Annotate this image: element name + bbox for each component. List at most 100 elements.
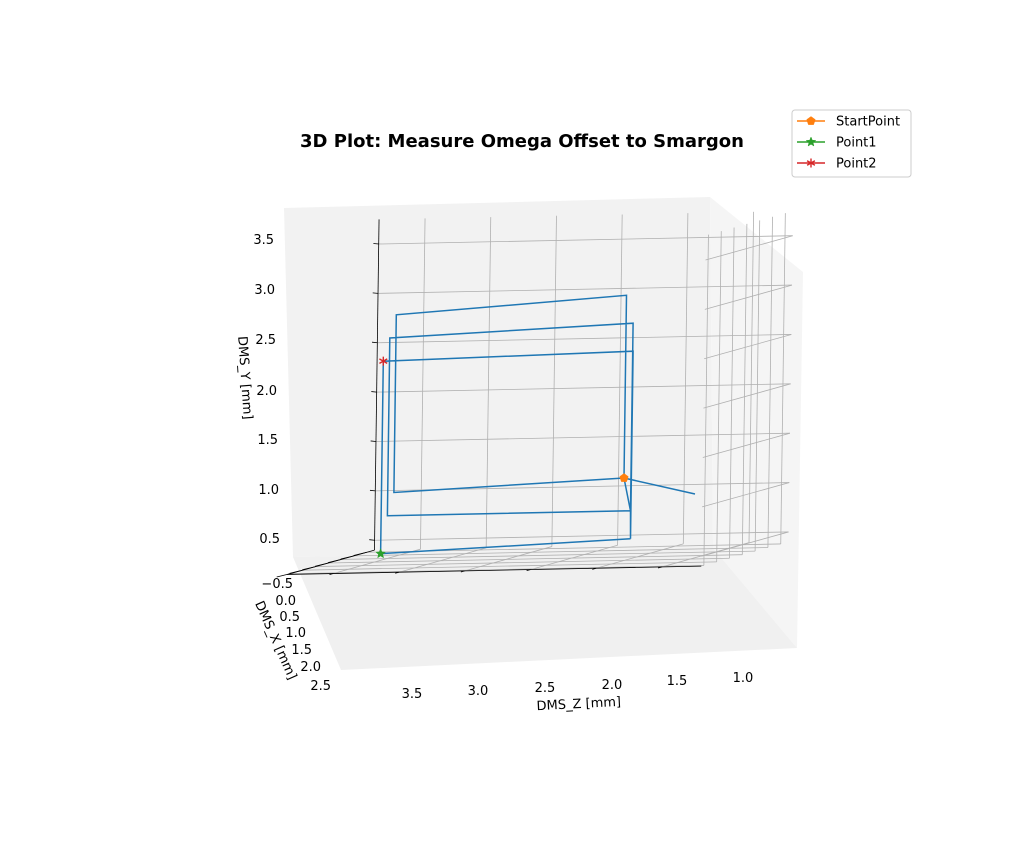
grid-line	[703, 234, 709, 566]
marker-startpoint	[619, 473, 629, 482]
z-tick-mark	[395, 571, 400, 574]
y-axis-label: DMS_Y [mm]	[234, 336, 255, 420]
grid-line	[420, 218, 426, 550]
y-tick-labels: 0.5 1.0 1.5 2.0 2.5 3.0 3.5	[253, 233, 280, 547]
legend-label: Point1	[836, 136, 877, 151]
grid-line	[375, 432, 790, 442]
legend-marker	[806, 158, 816, 168]
legend-label: StartPoint	[836, 115, 900, 130]
z-tick-label: 2.0	[602, 678, 623, 693]
grid-line	[705, 235, 793, 261]
grid-line	[315, 557, 730, 567]
z-tick-mark	[526, 569, 531, 572]
z-tick-label: 1.0	[733, 671, 754, 686]
y-tick-label: 1.5	[257, 433, 278, 448]
grid-line	[378, 235, 793, 245]
x-tick-mark	[315, 562, 329, 567]
x-tick-label: 1.0	[285, 626, 306, 641]
x-tick-mark	[276, 573, 290, 578]
grid-line	[767, 216, 773, 548]
back-pane	[284, 197, 713, 557]
series-line	[379, 294, 696, 555]
marker-point1	[375, 548, 387, 559]
marker-point2	[379, 356, 388, 366]
y-tick-mark	[369, 489, 376, 492]
grid-line	[741, 223, 748, 555]
grid-line	[374, 531, 789, 541]
grid-line	[754, 220, 761, 552]
grid-line	[702, 482, 790, 508]
grid-line	[704, 284, 793, 310]
z-tick-mark	[657, 566, 662, 569]
z-axis-line	[287, 565, 702, 575]
grid-line	[289, 565, 704, 575]
y-tick-mark	[371, 391, 377, 393]
legend: StartPoint Point1 Point2	[791, 109, 912, 178]
floor-pane	[293, 548, 797, 670]
x-tick-label: −0.5	[261, 577, 293, 592]
grid-line	[551, 215, 557, 547]
y-tick-label: 0.5	[259, 532, 280, 547]
plot-markers	[375, 356, 629, 559]
grid-line	[485, 217, 492, 548]
z-tick-label: 3.5	[402, 687, 423, 702]
x-tick-label: 2.0	[300, 660, 321, 675]
z-tick-label: 2.5	[535, 681, 556, 696]
z-tick-mark	[329, 573, 334, 575]
x-tick-label: 0.5	[279, 610, 300, 625]
grid-line	[377, 334, 792, 344]
plot-data	[379, 294, 696, 555]
y-axis-line	[374, 219, 380, 551]
z-axis-label: DMS_Z [mm]	[536, 695, 621, 714]
y-tick-mark	[369, 539, 375, 541]
legend-marker	[806, 116, 816, 125]
grid-line	[702, 432, 791, 458]
grid-line	[353, 547, 768, 557]
legend-entry: Point2	[797, 157, 877, 172]
z-tick-mark	[460, 570, 465, 573]
legend-entry: Point1	[797, 136, 877, 151]
x-tick-mark	[327, 559, 342, 564]
x-tick-mark	[340, 555, 355, 560]
legend-label: Point2	[836, 157, 877, 172]
z-tick-label: 1.5	[667, 674, 688, 689]
y-tick-mark	[372, 292, 379, 294]
y-tick-label: 3.0	[254, 283, 275, 298]
x-tick-mark	[353, 551, 367, 556]
x-tick-mark	[289, 569, 303, 574]
grid-line	[780, 213, 786, 544]
grid-line	[748, 211, 754, 543]
grid-line	[682, 213, 689, 544]
z-tick-mark	[592, 567, 597, 570]
grid-line	[376, 383, 791, 393]
chart-title: 3D Plot: Measure Omega Offset to Smargon	[300, 131, 744, 152]
grid-line	[302, 561, 717, 571]
y-tick-label: 3.5	[253, 233, 274, 248]
grid-line	[328, 554, 743, 564]
grid-line	[704, 334, 792, 360]
x-tick-label: 0.0	[275, 594, 296, 609]
z-tick-label: 3.0	[468, 684, 489, 699]
grid-line	[617, 214, 623, 546]
y-tick-mark	[370, 440, 377, 442]
y-tick-label: 1.0	[258, 483, 279, 498]
legend-frame	[791, 109, 912, 178]
y-tick-mark	[371, 341, 378, 344]
legend-entry: StartPoint	[797, 115, 900, 130]
grid-line	[703, 383, 791, 409]
axis-lines	[276, 219, 702, 578]
x-tick-labels: −0.5 0.0 0.5 1.0 1.5 2.0 2.5	[261, 577, 331, 694]
grid-line	[341, 550, 756, 560]
grid-line	[729, 227, 735, 559]
y-tick-label: 2.5	[255, 333, 276, 348]
y-tick-label: 2.0	[256, 384, 277, 399]
legend-marker	[805, 136, 817, 147]
z-tick-labels: 3.5 3.0 2.5 2.0 1.5 1.0	[402, 671, 754, 702]
x-tick-label: 2.5	[310, 679, 331, 694]
grid-line	[716, 231, 722, 562]
y-tick-mark	[373, 243, 379, 245]
grid-line	[378, 284, 793, 294]
x-tick-label: 1.5	[291, 643, 312, 658]
x-tick-mark	[302, 566, 316, 571]
